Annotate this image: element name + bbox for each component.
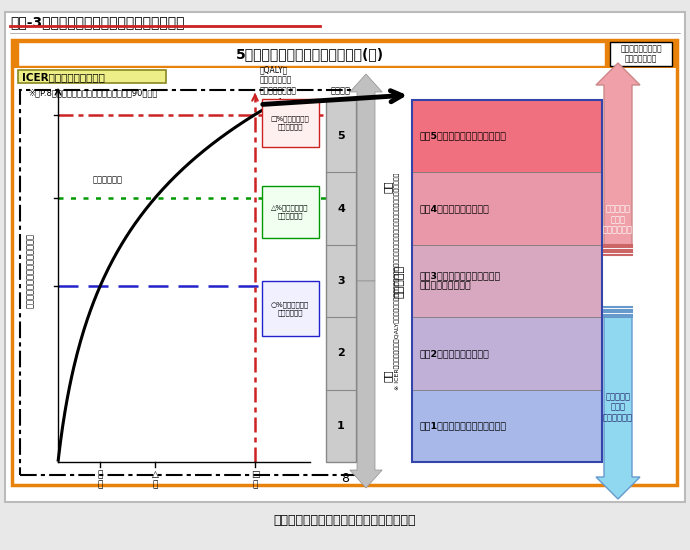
Bar (412, 389, 602, 462)
Text: 画像をクリックすると大きく表示されます: 画像をクリックすると大きく表示されます (274, 514, 416, 526)
Bar (5, 12, 685, 502)
Bar (412, 172, 602, 245)
Text: 支払いを許容する人の割合（％）: 支払いを許容する人の割合（％） (26, 233, 34, 307)
FancyArrow shape (350, 281, 382, 488)
Text: ICERの値の評価への活用: ICERの値の評価への活用 (22, 72, 105, 82)
Text: 段階5　費用対効果がとても悪い: 段階5 費用対効果がとても悪い (420, 131, 507, 141)
Text: 4: 4 (337, 204, 345, 213)
Text: 3: 3 (337, 276, 345, 286)
Text: ○%の人が変化い
を許容する額: ○%の人が変化い を許容する額 (271, 301, 309, 316)
Bar (20, 90, 368, 475)
Text: 良い: 良い (383, 369, 393, 382)
Text: □
％: □ ％ (250, 470, 259, 490)
Text: 〇
％: 〇 ％ (97, 470, 103, 490)
Text: （段階）: （段階） (331, 86, 351, 95)
Text: 【図-3】支払い意思額の活用について（２）: 【図-3】支払い意思額の活用について（２） (10, 15, 184, 29)
Text: 受諾確率曲線: 受諾確率曲線 (93, 175, 123, 184)
Bar (262, 186, 319, 238)
Text: □%の人が変化い
を許容する額: □%の人が変化い を許容する額 (270, 116, 309, 130)
Text: ※　P.8のグラフを切り抜いて反時計回りに90度回転: ※ P.8のグラフを切り抜いて反時計回りに90度回転 (28, 89, 157, 97)
FancyArrow shape (596, 63, 640, 245)
Text: 費用対効果
が悪い
とされる領域: 費用対効果 が悪い とされる領域 (603, 205, 633, 234)
Bar (610, 42, 672, 66)
Text: ※ ICERの値とどの段階のQALYを獲得するたびに支払うことを是認する領域の分岐を比較することでどの段階が決まる。: ※ ICERの値とどの段階のQALYを獲得するたびに支払うことを是認する領域の分… (394, 172, 400, 390)
Text: △%の人が変化い
を許容する額: △%の人が変化い を許容する額 (271, 205, 308, 219)
Text: △
％: △ ％ (152, 470, 159, 490)
Text: １QALYを
獲得するために
支払う金額（円）: １QALYを 獲得するために 支払う金額（円） (260, 65, 297, 95)
Bar (412, 317, 602, 389)
Text: 1: 1 (337, 421, 345, 431)
Text: 5: 5 (337, 131, 345, 141)
Text: 中医協　費－１－１
２９．６．１４: 中医協 費－１－１ ２９．６．１４ (620, 45, 662, 64)
Bar (18, 42, 605, 66)
Bar (12, 40, 677, 68)
Bar (412, 100, 602, 462)
Text: 悪い: 悪い (383, 180, 393, 192)
Text: 段階3　費用対効果は受け入れ
　　　　可能である: 段階3 費用対効果は受け入れ 可能である (420, 271, 501, 291)
Bar (412, 245, 602, 317)
Bar (12, 40, 677, 485)
Bar (262, 98, 319, 146)
Text: 段階2　費用対効果が良い: 段階2 費用対効果が良い (420, 349, 490, 358)
Bar (326, 100, 356, 462)
Text: 費用対効果
が良い
とされる領域: 費用対効果 が良い とされる領域 (603, 392, 633, 422)
Text: 段階1　費用対効果がとても良い: 段階1 費用対効果がとても良い (420, 421, 507, 430)
FancyArrow shape (350, 74, 382, 281)
Text: 費用対効果: 費用対効果 (395, 265, 405, 298)
FancyArrow shape (596, 317, 640, 499)
Text: 8: 8 (341, 471, 349, 485)
Bar (412, 100, 602, 172)
Text: 2: 2 (337, 348, 345, 359)
FancyBboxPatch shape (18, 70, 166, 83)
Bar (262, 282, 319, 337)
Text: 5．支払い意思額の活用について(２): 5．支払い意思額の活用について(２) (236, 47, 384, 61)
Text: 段階4　費用対効果が悪い: 段階4 費用対効果が悪い (420, 204, 490, 213)
